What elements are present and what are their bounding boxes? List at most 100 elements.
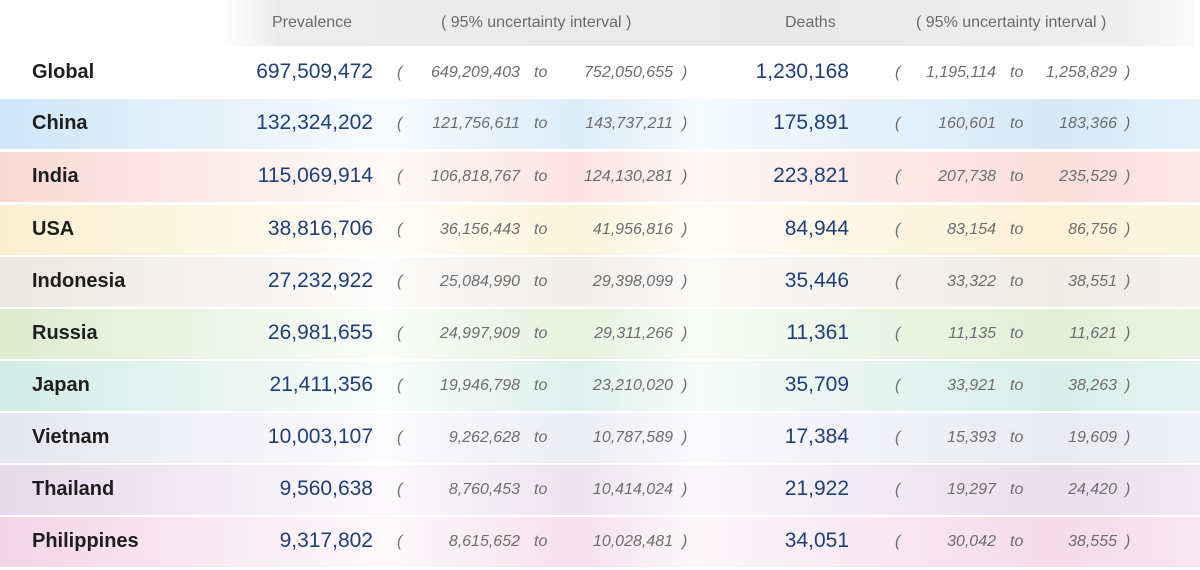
close-paren: ) (1125, 168, 1131, 185)
prevalence-value: 21,411,356 (269, 373, 373, 396)
to-label: to (534, 221, 548, 238)
open-paren: ( (895, 64, 901, 81)
deaths-upper: 38,555 (1068, 533, 1117, 550)
open-paren: ( (895, 168, 901, 185)
open-paren: ( (397, 429, 403, 446)
table-row: India 115,069,914 (106,818,767 to 124,130,28… (0, 152, 1200, 202)
to-label: to (1010, 429, 1024, 446)
close-paren: ) (682, 221, 688, 238)
table-row: Philippines 9,317,802 (8,615,652 to 10,028,4… (0, 517, 1200, 567)
close-paren: ) (1125, 221, 1131, 238)
table-row: Global 697,509,472 (649,209,403 to 752,050,6… (0, 48, 1200, 98)
country-name: Philippines (32, 530, 139, 552)
deaths-upper: 86,756 (1068, 221, 1117, 238)
prevalence-value: 132,324,202 (256, 111, 373, 134)
deaths-lower: 33,921 (947, 377, 996, 394)
country-name: Japan (32, 374, 90, 396)
close-paren: ) (682, 429, 688, 446)
to-label: to (534, 325, 548, 342)
table-row: Vietnam 10,003,107 (9,262,628 to 10,787,589)… (0, 413, 1200, 463)
row-color-band (0, 99, 1200, 149)
prevalence-lower: 649,209,403 (431, 64, 520, 81)
deaths-upper: 19,609 (1068, 429, 1117, 446)
close-paren: ) (682, 64, 688, 81)
header-deaths-uncertainty: ( 95% uncertainty interval ) (916, 14, 1107, 31)
table-row: Indonesia 27,232,922 (25,084,990 to 29,398,0… (0, 257, 1200, 307)
open-paren: ( (895, 273, 901, 290)
prevalence-lower: 8,615,652 (448, 533, 520, 550)
country-name: Russia (32, 322, 98, 344)
close-paren: ) (1125, 429, 1131, 446)
row-color-band (0, 517, 1200, 567)
deaths-upper: 183,366 (1059, 115, 1117, 132)
deaths-value: 35,446 (784, 269, 849, 292)
prevalence-lower: 25,084,990 (439, 273, 520, 290)
open-paren: ( (895, 429, 901, 446)
prevalence-upper: 143,737,211 (585, 115, 673, 132)
deaths-lower: 83,154 (947, 221, 996, 238)
prevalence-upper: 10,414,024 (592, 481, 673, 498)
row-color-band (0, 465, 1200, 515)
row-color-band (0, 152, 1200, 202)
prevalence-upper: 10,787,589 (592, 429, 673, 446)
to-label: to (534, 64, 548, 81)
to-label: to (534, 115, 548, 132)
open-paren: ( (895, 325, 901, 342)
prevalence-value: 9,560,638 (279, 477, 373, 500)
to-label: to (1010, 481, 1024, 498)
open-paren: ( (895, 533, 901, 550)
row-color-band (0, 361, 1200, 411)
deaths-lower: 11,135 (948, 325, 996, 342)
close-paren: ) (682, 115, 688, 132)
deaths-value: 34,051 (784, 529, 849, 552)
open-paren: ( (397, 481, 403, 498)
deaths-upper: 11,621 (1069, 325, 1117, 342)
deaths-value: 17,384 (784, 425, 849, 448)
prevalence-value: 10,003,107 (267, 425, 373, 448)
close-paren: ) (1125, 273, 1131, 290)
prevalence-value: 697,509,472 (256, 60, 373, 83)
country-name: USA (32, 218, 75, 240)
row-color-band (0, 257, 1200, 307)
prevalence-upper: 41,956,816 (592, 221, 673, 238)
table-row: Thailand 9,560,638 (8,760,453 to 10,414,024)… (0, 465, 1200, 515)
deaths-upper: 1,258,829 (1045, 64, 1117, 81)
prevalence-lower: 36,156,443 (439, 221, 520, 238)
to-label: to (534, 377, 548, 394)
to-label: to (1010, 325, 1024, 342)
deaths-value: 21,922 (784, 477, 849, 500)
table-row: China 132,324,202 (121,756,611 to 143,737,21… (0, 99, 1200, 149)
open-paren: ( (397, 64, 403, 81)
prevalence-lower: 121,756,611 (432, 115, 520, 132)
prevalence-upper: 23,210,020 (592, 377, 673, 394)
deaths-lower: 30,042 (947, 533, 996, 550)
open-paren: ( (895, 221, 901, 238)
deaths-lower: 207,738 (938, 168, 996, 185)
to-label: to (534, 533, 548, 550)
open-paren: ( (397, 221, 403, 238)
prevalence-lower: 106,818,767 (431, 168, 520, 185)
open-paren: ( (397, 273, 403, 290)
close-paren: ) (682, 481, 688, 498)
to-label: to (534, 481, 548, 498)
country-name: Indonesia (32, 270, 126, 292)
close-paren: ) (682, 533, 688, 550)
close-paren: ) (1125, 481, 1131, 498)
prevalence-lower: 8,760,453 (448, 481, 520, 498)
header-deaths: Deaths (785, 14, 836, 31)
country-name: Vietnam (32, 426, 110, 448)
deaths-lower: 19,297 (947, 481, 996, 498)
to-label: to (534, 429, 548, 446)
close-paren: ) (1125, 325, 1131, 342)
prevalence-value: 27,232,922 (267, 269, 373, 292)
prevalence-upper: 10,028,481 (592, 533, 673, 550)
row-color-band (0, 413, 1200, 463)
prevalence-upper: 752,050,655 (584, 64, 673, 81)
to-label: to (534, 273, 548, 290)
deaths-value: 11,361 (786, 321, 849, 344)
prevalence-value: 9,317,802 (279, 529, 373, 552)
deaths-value: 1,230,168 (755, 60, 849, 83)
prevalence-value: 38,816,706 (267, 217, 373, 240)
close-paren: ) (1125, 533, 1131, 550)
deaths-upper: 24,420 (1068, 481, 1117, 498)
